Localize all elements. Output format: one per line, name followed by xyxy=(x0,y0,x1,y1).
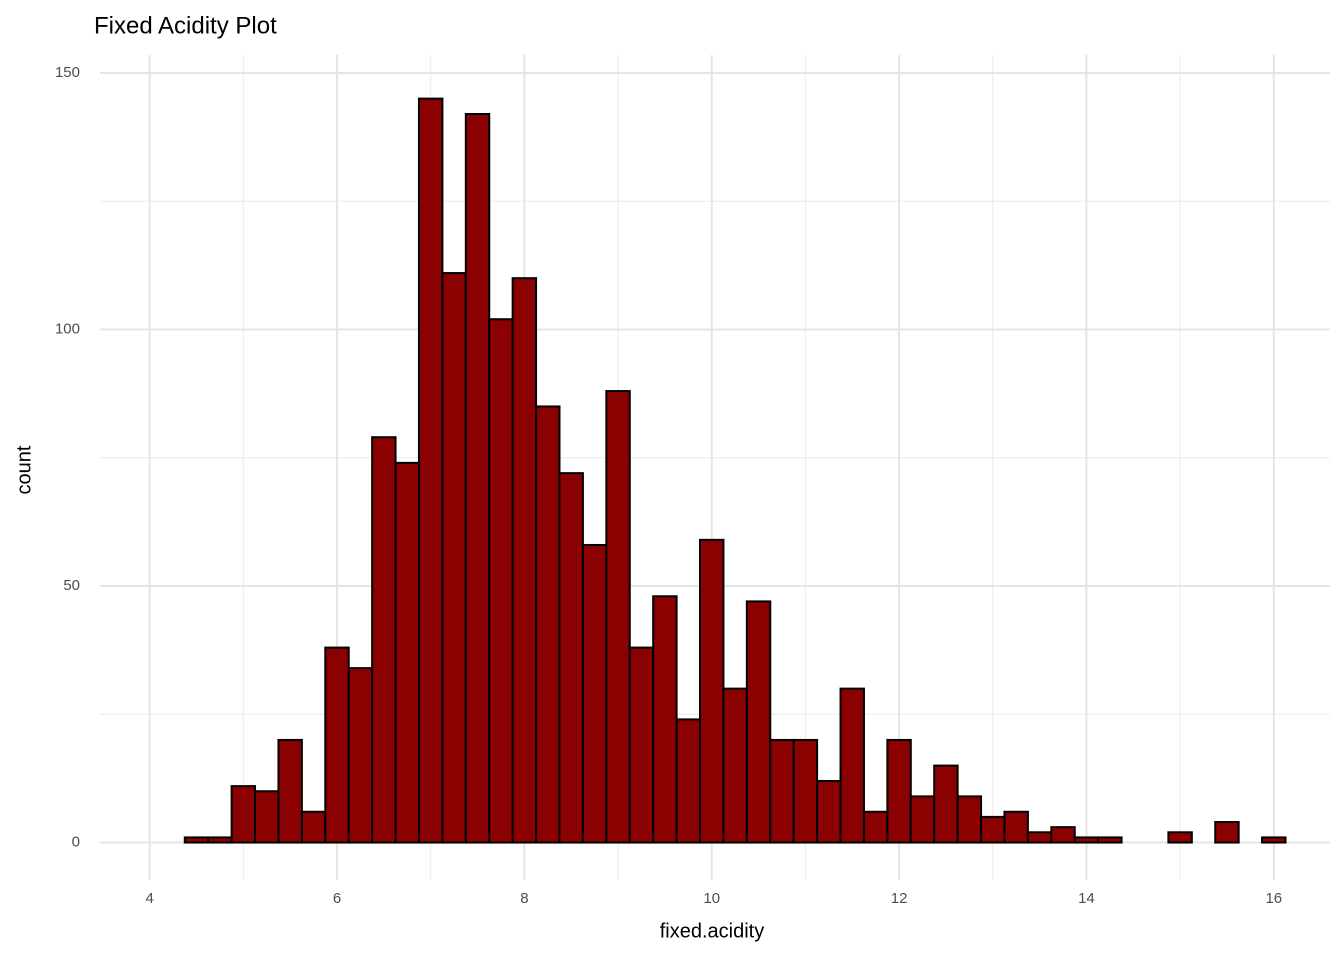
bar xyxy=(1214,821,1240,844)
bar xyxy=(207,836,233,844)
bar xyxy=(1167,831,1193,844)
x-axis-title: fixed.acidity xyxy=(660,920,765,942)
bar xyxy=(394,461,420,844)
bar xyxy=(464,113,491,844)
y-tick-label: 0 xyxy=(72,834,80,851)
bar xyxy=(1050,826,1076,844)
bar xyxy=(862,810,889,844)
bar xyxy=(324,646,350,844)
bar xyxy=(886,738,912,844)
y-tick-label: 150 xyxy=(55,64,80,81)
y-axis-title: count xyxy=(13,445,35,494)
x-tick-label: 14 xyxy=(1078,890,1095,907)
bar xyxy=(371,436,397,844)
bar xyxy=(488,318,514,844)
bar xyxy=(1026,831,1053,844)
bar xyxy=(745,600,772,844)
bar xyxy=(675,718,702,844)
bar xyxy=(581,543,608,844)
bar xyxy=(558,472,584,844)
bar xyxy=(1261,836,1287,844)
bar xyxy=(839,687,865,844)
x-tick-label: 16 xyxy=(1265,890,1282,907)
bar xyxy=(933,764,959,844)
bar xyxy=(816,779,842,844)
bar xyxy=(535,405,561,844)
bar xyxy=(652,595,678,844)
bar xyxy=(441,272,467,844)
bar xyxy=(769,738,795,844)
x-tick-label: 4 xyxy=(145,890,153,907)
bar xyxy=(277,738,303,844)
x-tick-label: 8 xyxy=(520,890,528,907)
x-tick-label: 6 xyxy=(333,890,341,907)
chart-title: Fixed Acidity Plot xyxy=(94,12,277,39)
bar xyxy=(605,390,631,844)
bar xyxy=(792,738,819,844)
bar xyxy=(956,795,983,844)
bar xyxy=(230,785,257,844)
bar xyxy=(628,646,655,844)
bar xyxy=(347,667,374,844)
y-tick-label: 50 xyxy=(63,577,80,594)
bar xyxy=(1097,836,1123,844)
y-tick-label: 100 xyxy=(55,320,80,337)
bar xyxy=(722,687,748,844)
bar xyxy=(511,277,538,844)
bar xyxy=(254,790,280,844)
bar xyxy=(1003,810,1029,844)
bar xyxy=(699,538,725,844)
x-tick-label: 12 xyxy=(891,890,908,907)
bar xyxy=(980,815,1006,844)
bar xyxy=(417,97,444,844)
x-tick-label: 10 xyxy=(703,890,720,907)
bar xyxy=(1073,836,1100,844)
bar xyxy=(183,836,210,844)
bar xyxy=(909,795,936,844)
bar xyxy=(300,810,327,844)
